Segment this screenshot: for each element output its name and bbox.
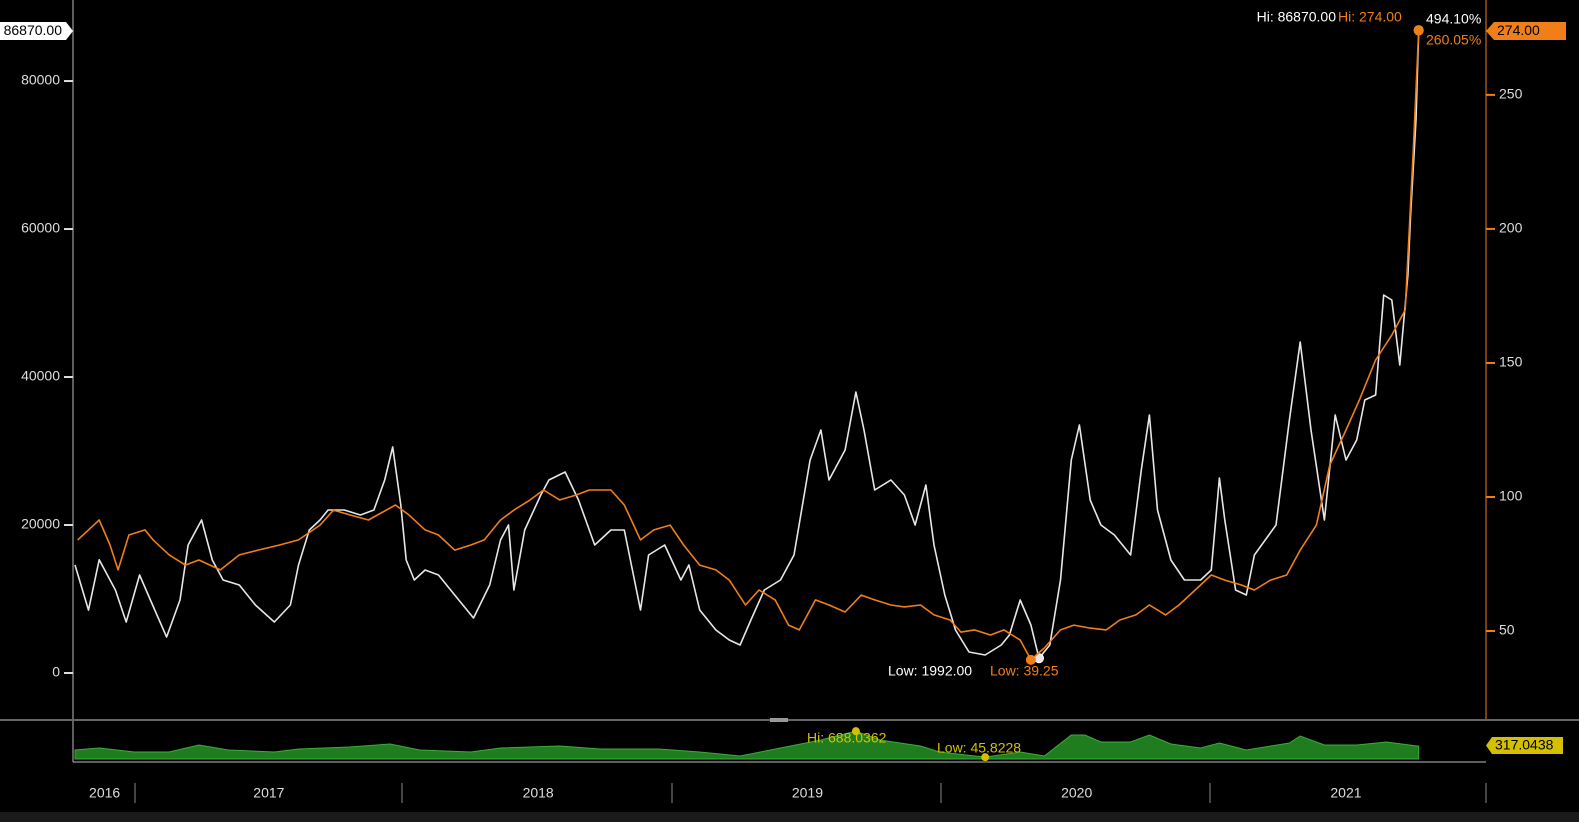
change-label: 494.10% (1426, 11, 1481, 27)
year-separators (134, 783, 1487, 803)
x-tick-label: 2020 (1061, 785, 1092, 801)
y-tick-label: 20000 (21, 516, 60, 532)
y-tick-label: 60000 (21, 220, 60, 236)
last-value-badge (1486, 22, 1566, 40)
hi-label: Hi: 86870.00 (1257, 9, 1337, 25)
x-tick-label: 2017 (253, 785, 284, 801)
x-tick-label: 2021 (1330, 785, 1361, 801)
point-marker (981, 753, 990, 762)
point-marker (851, 727, 860, 736)
badge-label: 86870.00 (4, 22, 63, 38)
y2-tick-label: 100 (1499, 488, 1523, 504)
line-series (77, 30, 1420, 661)
x-tick-label: 2018 (523, 785, 554, 801)
badge-label: 317.0438 (1495, 737, 1554, 753)
area-series (74, 730, 1420, 760)
badge-label: 274.00 (1497, 22, 1540, 38)
panel-handle (770, 718, 788, 722)
badge-arrow (66, 22, 73, 40)
y2-tick-label: 250 (1499, 86, 1523, 102)
point-marker (1025, 654, 1036, 665)
y-tick-label: 0 (52, 664, 60, 680)
x-tick-label: 2019 (792, 785, 823, 801)
x-tick-label: 2016 (89, 785, 120, 801)
low-label: Low: 39.25 (990, 663, 1059, 679)
last-value-badge (1486, 737, 1563, 754)
y-tick-label: 40000 (21, 368, 60, 384)
y2-tick-label: 200 (1499, 220, 1523, 236)
low-label: Low: 1992.00 (888, 663, 972, 679)
change-label: 260.05% (1426, 32, 1481, 48)
last-value-badge (0, 22, 66, 40)
hi-label: Hi: 274.00 (1338, 9, 1402, 25)
y-tick-label: 80000 (21, 72, 60, 88)
point-marker (1413, 25, 1424, 36)
y2-tick-label: 150 (1499, 354, 1523, 370)
low-label: Low: 45.8228 (937, 740, 1021, 756)
footer-bar (0, 812, 1579, 822)
y2-tick-label: 50 (1499, 622, 1515, 638)
line-series (74, 30, 1420, 660)
hi-label: Hi: 688.0362 (807, 730, 887, 746)
